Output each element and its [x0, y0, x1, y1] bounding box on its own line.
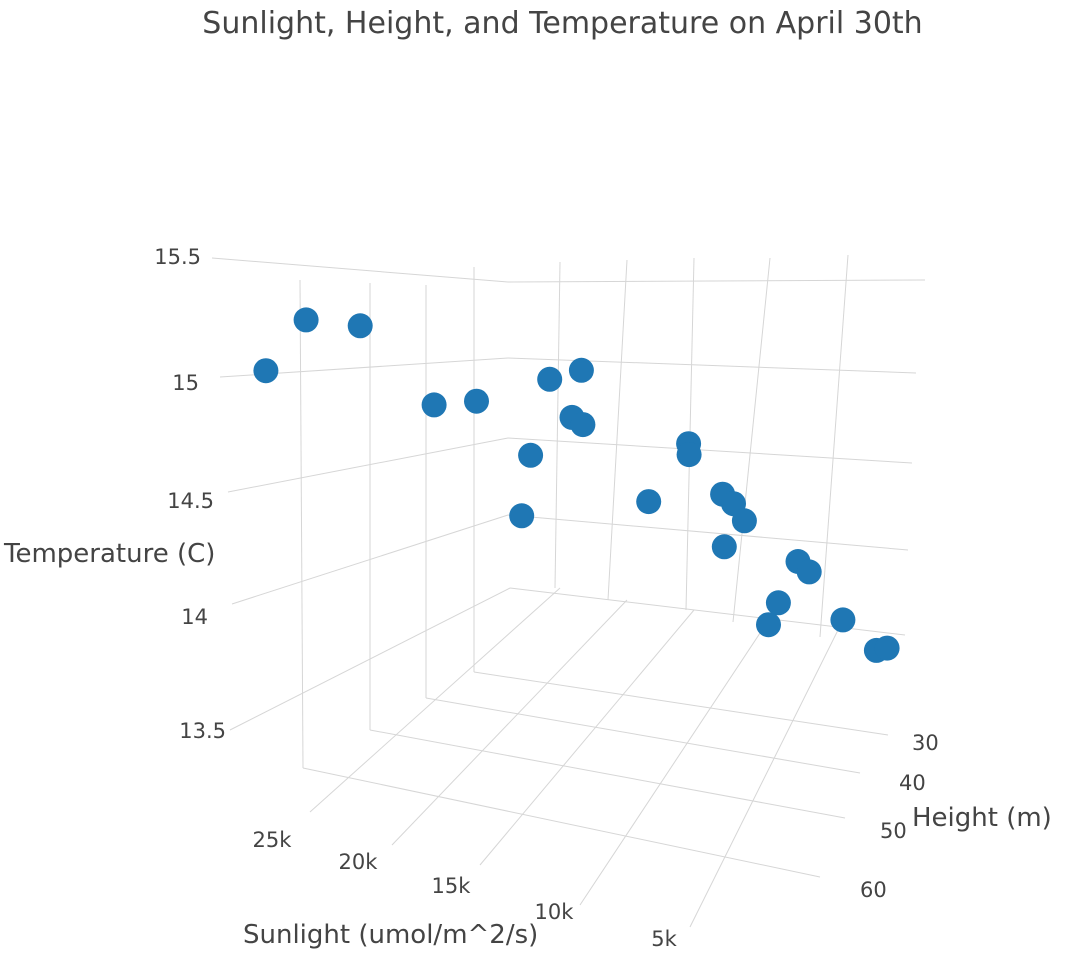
- chart-title: Sunlight, Height, and Temperature on Apr…: [202, 6, 923, 41]
- data-point-17[interactable]: [711, 534, 737, 560]
- data-point-0[interactable]: [293, 307, 319, 333]
- data-point-2[interactable]: [253, 358, 279, 384]
- data-point-22[interactable]: [830, 607, 856, 633]
- y-tick-50: 50: [880, 819, 907, 843]
- x-tick-25k: 25k: [253, 828, 293, 852]
- tick-layer: 13.5 14 14.5 15 15.5 5k 10k 15k 20k 25k …: [154, 245, 939, 951]
- y-vertical-gridline-3: [299, 279, 304, 769]
- data-point-8[interactable]: [570, 412, 596, 438]
- axis-titles: Temperature (C) Sunlight (umol/m^2/s) He…: [3, 539, 1052, 950]
- grid-layer: [211, 254, 926, 928]
- data-point-6[interactable]: [568, 357, 594, 383]
- data-point-24[interactable]: [874, 635, 900, 661]
- data-point-4[interactable]: [464, 388, 489, 414]
- z-gridline-right-4: [507, 279, 926, 283]
- z-axis-title: Temperature (C): [3, 539, 215, 569]
- x-floor-gridline-1: [579, 617, 771, 906]
- y-tick-60: 60: [860, 878, 887, 902]
- data-point-1[interactable]: [347, 313, 373, 339]
- x-vertical-gridline-0: [819, 254, 849, 638]
- y-floor-gridline-3: [302, 767, 821, 878]
- data-point-5[interactable]: [537, 366, 563, 392]
- z-gridline-right-1: [507, 514, 909, 551]
- x-vertical-gridline-1: [732, 257, 771, 623]
- x-tick-20k: 20k: [339, 850, 379, 874]
- y-tick-30: 30: [912, 731, 939, 755]
- data-point-9[interactable]: [518, 442, 544, 468]
- points-layer: [253, 307, 900, 663]
- data-point-20[interactable]: [765, 590, 791, 616]
- x-vertical-gridline-3: [607, 259, 628, 601]
- x-tick-10k: 10k: [535, 900, 575, 924]
- y-floor-gridline-2: [369, 729, 846, 819]
- x-floor-gridline-3: [391, 599, 628, 846]
- data-point-19[interactable]: [796, 559, 822, 585]
- z-tick-14.5: 14.5: [167, 489, 214, 513]
- y-axis-title: Height (m): [912, 803, 1052, 833]
- z-gridline-left-4: [211, 257, 509, 283]
- z-gridline-left-2: [227, 437, 509, 493]
- data-point-10[interactable]: [509, 503, 535, 529]
- x-vertical-gridline-4: [554, 261, 561, 589]
- y-tick-40: 40: [899, 771, 926, 795]
- x-tick-5k: 5k: [651, 927, 677, 951]
- data-point-12[interactable]: [676, 442, 702, 468]
- z-tick-15: 15: [172, 371, 199, 395]
- x-tick-15k: 15k: [432, 874, 472, 898]
- x-axis-title: Sunlight (umol/m^2/s): [243, 920, 538, 950]
- z-gridline-right-2: [507, 437, 913, 464]
- x-floor-gridline-2: [479, 609, 695, 866]
- data-point-16[interactable]: [731, 508, 757, 534]
- y-floor-gridline-1: [425, 697, 861, 774]
- data-point-13[interactable]: [636, 489, 662, 515]
- z-tick-15.5: 15.5: [154, 245, 201, 269]
- z-tick-14: 14: [181, 605, 208, 629]
- z-tick-13.5: 13.5: [179, 719, 226, 743]
- data-point-3[interactable]: [421, 392, 447, 418]
- data-point-21[interactable]: [756, 612, 781, 638]
- x-floor-gridline-0: [689, 609, 849, 928]
- y-floor-gridline-0: [473, 671, 889, 736]
